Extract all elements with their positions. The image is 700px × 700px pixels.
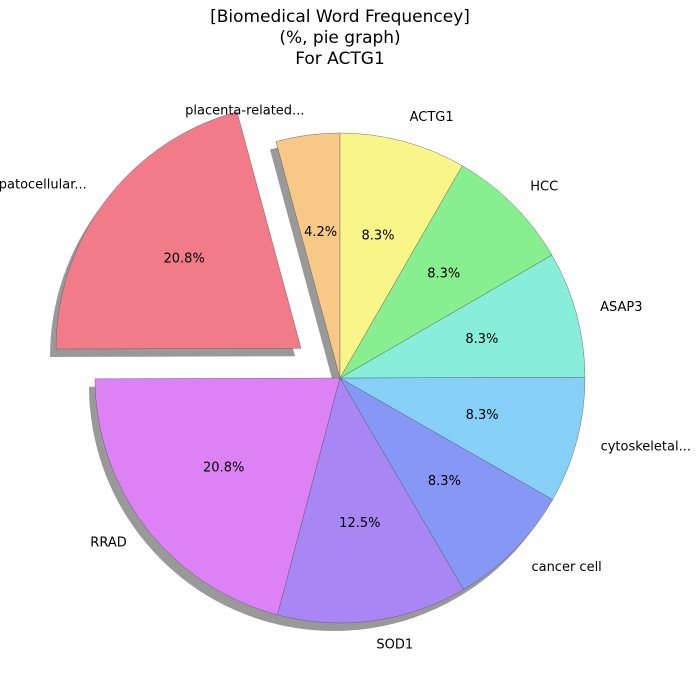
pie-slice-rrad bbox=[94, 377, 341, 616]
pie-pct-label-sod1: 12.5% bbox=[339, 516, 380, 531]
pie-slice-cancer-cell bbox=[339, 377, 553, 590]
pie-slice-hcc bbox=[339, 165, 553, 379]
pie-pct-label-hepatocellular: 20.8% bbox=[164, 252, 205, 267]
pie-slice-actg1 bbox=[339, 132, 463, 379]
pie-category-label-actg1: ACTG1 bbox=[410, 110, 454, 125]
pie-pct-label-hcc: 8.3% bbox=[427, 266, 460, 281]
pie-pct-label-asap3: 8.3% bbox=[465, 332, 498, 347]
pie-pct-label-cancer-cell: 8.3% bbox=[428, 474, 461, 489]
pie-pct-label-rrad: 20.8% bbox=[203, 460, 244, 475]
pie-category-label-cancer-cell: cancer cell bbox=[531, 560, 601, 575]
chart-title: [Biomedical Word Frequencey] (%, pie gra… bbox=[210, 7, 470, 69]
pie-slices bbox=[55, 111, 586, 624]
pie-category-label-asap3: ASAP3 bbox=[600, 300, 642, 315]
pie-slice-sod1 bbox=[277, 377, 464, 624]
pie-pct-label-actg1: 8.3% bbox=[361, 228, 394, 243]
chart-title-line-1: [Biomedical Word Frequencey] bbox=[210, 7, 470, 27]
pie-category-label-cytoskeletal: cytoskeletal... bbox=[601, 439, 691, 454]
pie-labels: 4.2% placenta-related... 20.8% hepatocellul… bbox=[0, 103, 691, 652]
pie-pct-label-placenta-related: 4.2% bbox=[304, 225, 337, 240]
pie-category-label-hcc: HCC bbox=[530, 180, 558, 195]
pie-slice-hepatocellular bbox=[55, 111, 302, 350]
pie-category-label-hepatocellular: hepatocellular... bbox=[0, 177, 87, 192]
pie-category-label-placenta-related: placenta-related... bbox=[185, 103, 304, 118]
pie-slice-cytoskeletal bbox=[339, 377, 586, 500]
chart-title-line-2: (%, pie graph) bbox=[279, 28, 400, 48]
pie-category-label-rrad: RRAD bbox=[90, 535, 126, 550]
pie-slice-asap3 bbox=[339, 254, 586, 379]
chart-title-line-3: For ACTG1 bbox=[295, 49, 385, 69]
pie-pct-label-cytoskeletal: 8.3% bbox=[466, 408, 499, 423]
pie-category-label-sod1: SOD1 bbox=[376, 638, 413, 653]
